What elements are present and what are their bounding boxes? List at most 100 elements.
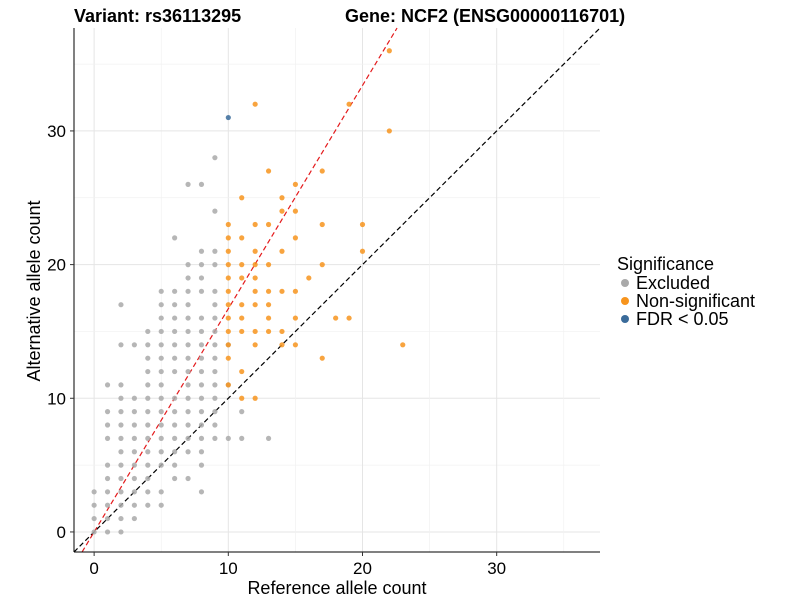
data-point-non-significant	[346, 315, 352, 321]
x-tick-label: 30	[487, 559, 506, 578]
data-point-non-significant	[319, 221, 325, 228]
data-point-excluded	[185, 275, 191, 281]
data-point-non-significant	[279, 195, 285, 201]
data-point-excluded	[158, 489, 164, 495]
data-point-excluded	[185, 355, 191, 361]
data-point-excluded	[185, 181, 191, 187]
data-point-non-significant	[265, 302, 272, 308]
plot-axes	[70, 28, 600, 556]
data-point-non-significant	[265, 315, 272, 321]
data-point-excluded	[131, 462, 137, 468]
data-point-excluded	[239, 409, 245, 415]
x-axis-title: Reference allele count	[247, 578, 426, 598]
data-point-excluded	[185, 315, 191, 321]
data-point-excluded	[131, 435, 137, 441]
data-point-excluded	[104, 435, 111, 441]
data-point-non-significant	[225, 248, 231, 254]
data-point-excluded	[172, 342, 178, 348]
data-point-excluded	[172, 409, 178, 415]
data-point-non-significant	[359, 221, 366, 228]
data-point-excluded	[131, 475, 137, 482]
data-point-excluded	[198, 275, 205, 281]
y-axis-title: Alternative allele count	[24, 200, 44, 381]
data-point-non-significant	[239, 368, 245, 375]
data-point-non-significant	[239, 262, 245, 268]
data-point-excluded	[158, 422, 164, 428]
data-point-non-significant	[225, 302, 231, 308]
data-point-excluded	[185, 435, 191, 441]
data-point-non-significant	[239, 235, 245, 241]
data-point-excluded	[198, 342, 205, 348]
data-point-excluded	[185, 395, 191, 401]
data-point-excluded	[212, 355, 218, 361]
data-point-excluded	[145, 382, 151, 388]
data-point-excluded	[104, 382, 111, 388]
data-point-excluded	[158, 302, 164, 308]
data-point-non-significant	[225, 342, 231, 348]
data-point-excluded	[158, 368, 164, 375]
data-point-excluded	[185, 328, 191, 335]
legend: Significance ExcludedNon-significantFDR …	[617, 254, 755, 329]
data-points	[91, 48, 406, 535]
data-point-excluded	[145, 395, 151, 401]
data-point-excluded	[198, 382, 205, 388]
data-point-non-significant	[279, 342, 285, 348]
data-point-non-significant	[252, 101, 258, 107]
reference-line-fit	[81, 27, 398, 553]
data-point-excluded	[212, 368, 218, 375]
data-point-excluded	[118, 342, 124, 348]
y-tick-label: 10	[47, 389, 66, 408]
data-point-excluded	[104, 489, 111, 495]
data-point-excluded	[145, 489, 151, 495]
data-point-excluded	[198, 368, 205, 375]
x-tick-label: 10	[219, 559, 238, 578]
data-point-non-significant	[279, 248, 285, 254]
x-tick-label: 0	[89, 559, 98, 578]
data-point-excluded	[145, 435, 151, 441]
data-point-excluded	[145, 368, 151, 375]
data-point-non-significant	[239, 275, 245, 281]
data-point-non-significant	[225, 221, 231, 228]
data-point-excluded	[104, 475, 111, 482]
legend-key-0	[621, 279, 629, 287]
data-point-non-significant	[265, 221, 272, 228]
legend-key-1	[621, 297, 629, 305]
data-point-excluded	[212, 435, 218, 441]
legend-label-2: FDR < 0.05	[636, 309, 729, 329]
data-point-excluded	[198, 435, 205, 441]
data-point-excluded	[91, 515, 97, 522]
data-point-non-significant	[225, 235, 231, 241]
data-point-excluded	[212, 382, 218, 388]
data-point-non-significant	[252, 302, 258, 308]
data-point-excluded	[212, 422, 218, 428]
data-point-excluded	[118, 302, 124, 308]
data-point-excluded	[172, 462, 178, 468]
data-point-non-significant	[225, 275, 231, 281]
data-point-non-significant	[252, 221, 258, 228]
data-point-excluded	[158, 342, 164, 348]
data-point-excluded	[212, 208, 218, 214]
data-point-excluded	[131, 489, 137, 495]
data-point-excluded	[118, 502, 124, 508]
y-tick-label: 30	[47, 122, 66, 141]
data-point-excluded	[172, 422, 178, 428]
data-point-excluded	[212, 315, 218, 321]
data-point-non-significant	[225, 288, 231, 294]
data-point-excluded	[172, 328, 178, 335]
data-point-non-significant	[225, 328, 231, 335]
data-point-excluded	[118, 382, 124, 388]
x-tick-label: 20	[353, 559, 372, 578]
data-point-excluded	[145, 355, 151, 361]
data-point-non-significant	[225, 315, 231, 321]
y-tick-label: 0	[57, 523, 66, 542]
legend-label-0: Excluded	[636, 273, 710, 293]
legend-key-2	[621, 315, 629, 323]
data-point-excluded	[212, 155, 218, 161]
data-point-excluded	[145, 422, 151, 428]
data-point-non-significant	[279, 328, 285, 335]
data-point-excluded	[185, 409, 191, 415]
data-point-excluded	[158, 382, 164, 388]
data-point-excluded	[172, 355, 178, 361]
data-point-excluded	[91, 489, 97, 495]
